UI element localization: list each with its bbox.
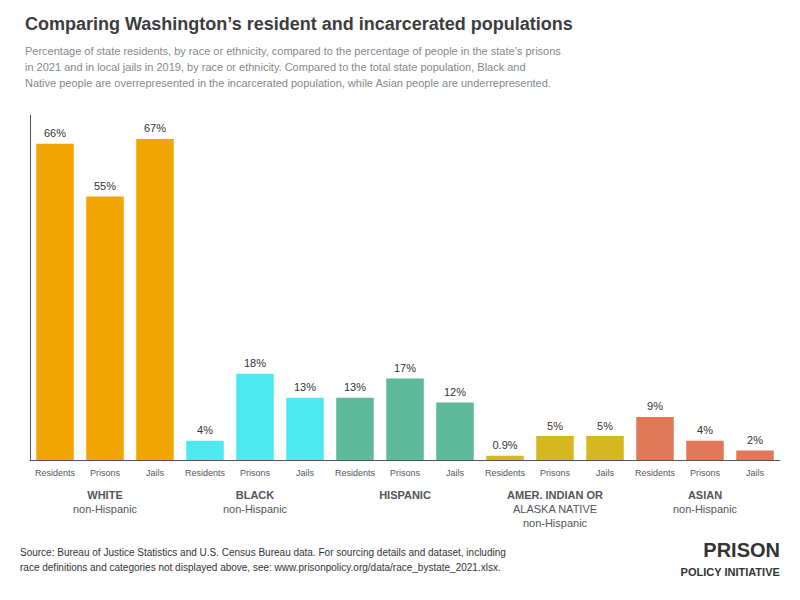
- svg-text:66%: 66%: [44, 127, 66, 139]
- svg-text:Jails: Jails: [596, 468, 615, 478]
- svg-text:Comparing Washington’s residen: Comparing Washington’s resident and inca…: [25, 14, 573, 34]
- svg-text:Jails: Jails: [746, 468, 765, 478]
- svg-text:non-Hispanic: non-Hispanic: [73, 503, 138, 515]
- svg-text:17%: 17%: [394, 362, 416, 374]
- svg-text:AMER. INDIAN OR: AMER. INDIAN OR: [507, 489, 603, 501]
- svg-text:2%: 2%: [747, 434, 763, 446]
- svg-text:Native people are overrepresen: Native people are overrepresented in the…: [25, 77, 551, 89]
- svg-text:in 2021 and in local jails in: in 2021 and in local jails in 2019, by r…: [25, 61, 526, 73]
- svg-text:Prisons: Prisons: [90, 468, 121, 478]
- svg-text:ASIAN: ASIAN: [688, 489, 722, 501]
- svg-text:Jails: Jails: [296, 468, 315, 478]
- svg-text:55%: 55%: [94, 180, 116, 192]
- svg-text:18%: 18%: [244, 357, 266, 369]
- svg-text:Residents: Residents: [35, 468, 76, 478]
- svg-text:13%: 13%: [344, 381, 366, 393]
- svg-text:Prisons: Prisons: [540, 468, 571, 478]
- svg-text:Jails: Jails: [446, 468, 465, 478]
- svg-text:Residents: Residents: [185, 468, 226, 478]
- svg-text:Residents: Residents: [635, 468, 676, 478]
- svg-text:non-Hispanic: non-Hispanic: [673, 503, 738, 515]
- svg-text:Prisons: Prisons: [390, 468, 421, 478]
- svg-text:5%: 5%: [597, 420, 613, 432]
- svg-text:5%: 5%: [547, 420, 563, 432]
- svg-text:WHITE: WHITE: [87, 489, 122, 501]
- svg-text:Source: Bureau of Justice Stat: Source: Bureau of Justice Statistics and…: [20, 547, 506, 558]
- svg-text:PRISON: PRISON: [703, 539, 780, 561]
- svg-text:Residents: Residents: [485, 468, 526, 478]
- svg-text:0.9%: 0.9%: [492, 439, 517, 451]
- svg-text:non-Hispanic: non-Hispanic: [223, 503, 288, 515]
- svg-text:4%: 4%: [697, 424, 713, 436]
- svg-text:ALASKA NATIVE: ALASKA NATIVE: [513, 503, 597, 515]
- svg-text:non-Hispanic: non-Hispanic: [523, 517, 588, 529]
- svg-text:Residents: Residents: [335, 468, 376, 478]
- svg-text:4%: 4%: [197, 424, 213, 436]
- svg-text:BLACK: BLACK: [236, 489, 275, 501]
- svg-text:Prisons: Prisons: [690, 468, 721, 478]
- svg-text:9%: 9%: [647, 400, 663, 412]
- svg-text:Jails: Jails: [146, 468, 165, 478]
- svg-text:12%: 12%: [444, 386, 466, 398]
- svg-text:Prisons: Prisons: [240, 468, 271, 478]
- svg-text:POLICY INITIATIVE: POLICY INITIATIVE: [681, 566, 780, 578]
- svg-text:13%: 13%: [294, 381, 316, 393]
- svg-text:67%: 67%: [144, 122, 166, 134]
- svg-text:race definitions and categorie: race definitions and categories not disp…: [20, 562, 501, 573]
- svg-text:Percentage of state residents,: Percentage of state residents, by race o…: [25, 45, 561, 57]
- svg-text:HISPANIC: HISPANIC: [379, 489, 431, 501]
